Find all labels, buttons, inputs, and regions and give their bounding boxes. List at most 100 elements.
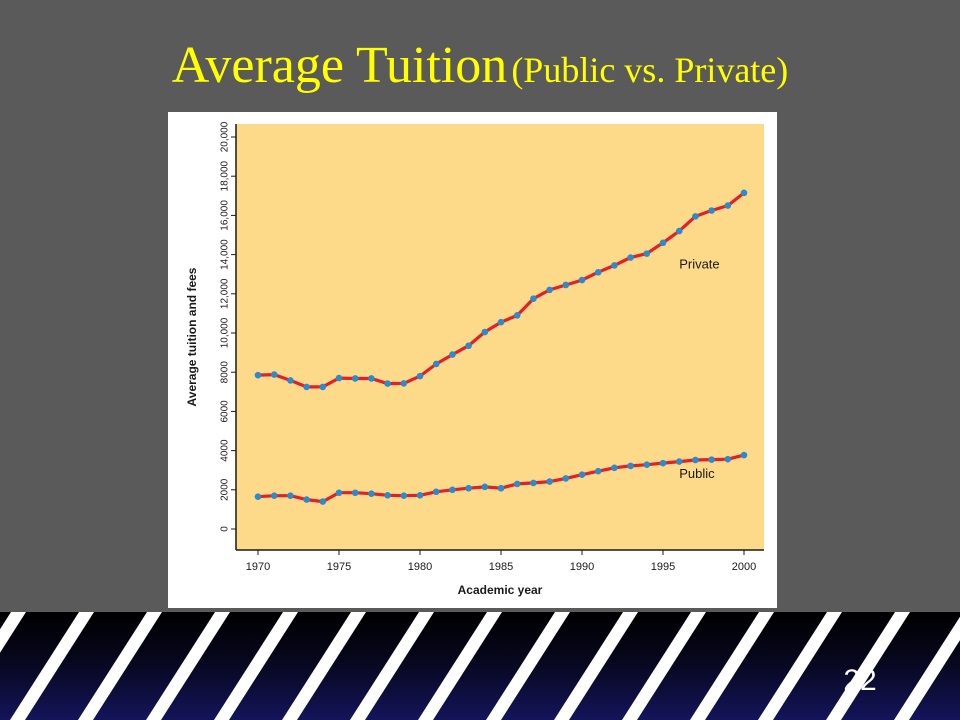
data-point-private	[513, 312, 521, 319]
y-tick-label: 4000	[220, 439, 231, 462]
data-point-private	[562, 281, 570, 289]
x-tick-label: 2000	[732, 561, 756, 573]
data-point-public	[740, 451, 748, 459]
chart-panel: 0 2000 4000 6000 8000 10,000 12,000 14,000 16,00…	[168, 112, 777, 608]
data-point-private	[627, 254, 634, 261]
data-point-public	[432, 488, 440, 496]
data-point-public	[270, 492, 278, 499]
slide-title: Average Tuition (Public vs. Private)	[0, 36, 960, 95]
data-point-private	[351, 375, 359, 382]
title-main: Average Tuition	[171, 37, 508, 94]
data-point-private	[692, 213, 699, 220]
y-tick-label: 10,000	[220, 317, 231, 348]
y-tick-label: 2000	[220, 478, 231, 501]
data-point-public	[578, 471, 586, 479]
data-point-public	[594, 467, 602, 475]
footer-stripe	[554, 612, 638, 720]
data-point-private	[319, 383, 327, 391]
series-label-private: Private	[679, 256, 719, 271]
footer-stripe	[282, 612, 366, 720]
data-point-private	[303, 383, 310, 391]
data-point-private	[432, 360, 440, 368]
data-point-public	[254, 493, 262, 500]
data-point-public	[351, 489, 359, 497]
data-point-public	[465, 484, 472, 492]
data-point-private	[400, 380, 408, 387]
x-axis-ticks: 1970 1975 1980 1985 1990 1995 2000	[246, 550, 756, 573]
footer-stripe	[826, 612, 910, 720]
y-axis-title: Average tuition and fees	[185, 267, 199, 406]
data-point-public	[530, 479, 537, 487]
data-point-public	[708, 456, 715, 463]
x-tick-label: 1970	[246, 561, 270, 573]
footer-stripe	[894, 616, 960, 720]
x-tick-label: 1990	[570, 561, 594, 573]
data-point-public	[724, 455, 732, 463]
data-point-private	[416, 372, 424, 380]
data-point-private	[675, 227, 683, 235]
tuition-line-chart: 0 2000 4000 6000 8000 10,000 12,000 14,000 16,00…	[185, 121, 764, 597]
data-point-public	[497, 484, 505, 492]
footer-stripe	[486, 612, 570, 720]
footer-stripe	[78, 612, 162, 720]
data-point-private	[578, 276, 586, 284]
footer-stripe-band	[0, 612, 960, 720]
data-point-public	[643, 461, 651, 469]
series-layer	[254, 189, 748, 505]
title-subtitle: (Public vs. Private)	[511, 50, 789, 90]
y-tick-label: 6000	[220, 400, 231, 423]
data-point-public	[546, 478, 553, 485]
data-point-public	[384, 491, 391, 499]
footer-stripe	[622, 612, 706, 720]
footer-stripe	[10, 612, 94, 720]
footer-stripe	[146, 612, 230, 720]
y-tick-label: 18,000	[220, 160, 231, 191]
data-point-private	[659, 239, 667, 247]
plot-area	[236, 124, 764, 550]
data-point-private	[611, 262, 618, 269]
data-point-public	[303, 496, 310, 503]
data-point-private	[546, 286, 553, 294]
data-point-private	[497, 318, 505, 326]
data-point-public	[287, 492, 294, 499]
data-point-private	[594, 268, 602, 276]
data-point-private	[724, 202, 732, 209]
data-point-private	[368, 375, 375, 382]
footer-stripe	[418, 612, 502, 720]
x-tick-label: 1980	[408, 561, 432, 573]
data-point-private	[643, 250, 651, 257]
footer-stripes	[0, 612, 960, 720]
data-point-public	[416, 491, 424, 499]
data-point-public	[335, 489, 343, 497]
data-point-public	[627, 462, 634, 470]
data-point-private	[335, 374, 343, 382]
data-point-private	[287, 377, 294, 384]
data-point-public	[400, 492, 408, 499]
y-tick-label: 0	[220, 526, 231, 532]
data-point-public	[562, 475, 570, 482]
slide-number: 22	[843, 664, 877, 697]
data-point-public	[449, 486, 456, 494]
data-point-private	[530, 295, 537, 302]
data-point-private	[270, 371, 278, 378]
x-axis-title: Academic year	[458, 583, 543, 597]
data-point-public	[692, 456, 699, 464]
footer-stripe	[690, 612, 774, 720]
data-point-public	[319, 498, 327, 505]
y-tick-label: 20,000	[220, 121, 231, 152]
y-tick-label: 14,000	[220, 239, 231, 270]
data-point-public	[611, 464, 618, 472]
data-point-public	[368, 490, 375, 498]
y-axis-ticks: 0 2000 4000 6000 8000 10,000 12,000 14,000 16,00…	[220, 121, 236, 532]
data-point-private	[740, 189, 748, 197]
data-point-private	[481, 328, 489, 336]
data-point-public	[659, 459, 667, 467]
data-point-public	[481, 483, 489, 491]
footer-stripe	[350, 612, 434, 720]
footer-stripe	[214, 612, 298, 720]
data-point-private	[254, 371, 262, 379]
y-tick-label: 16,000	[220, 200, 231, 231]
x-tick-label: 1985	[489, 561, 513, 573]
data-point-private	[449, 351, 456, 358]
x-tick-label: 1975	[327, 561, 351, 573]
